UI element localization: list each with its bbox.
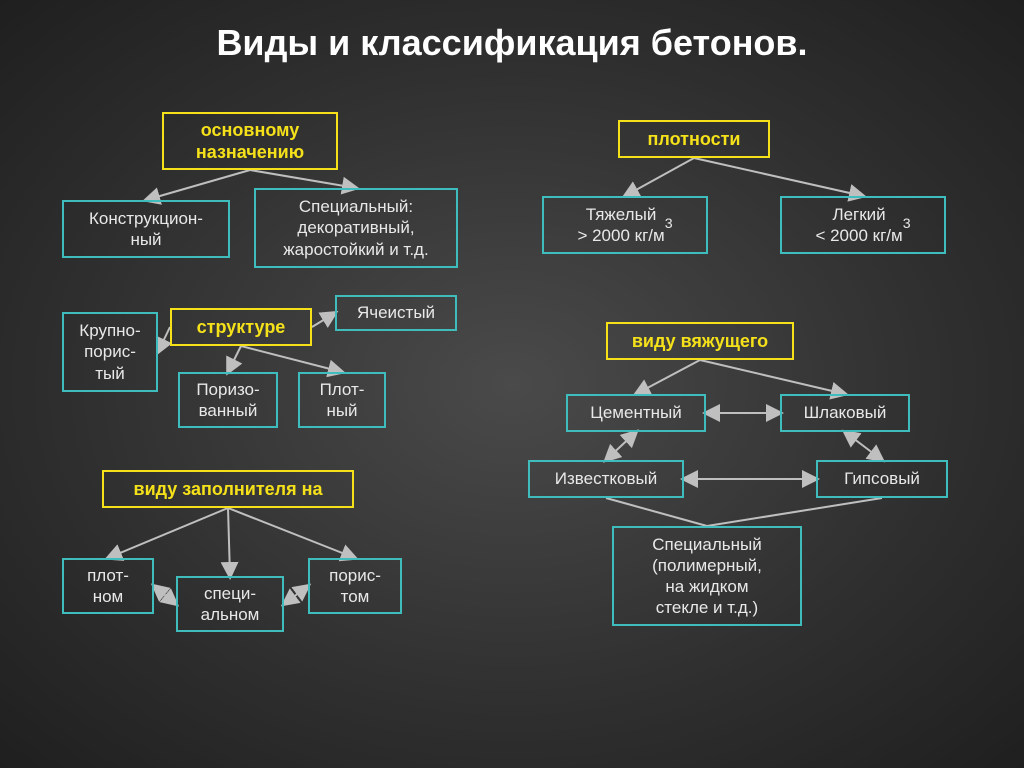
node-density_heavy: Тяжелый> 2000 кг/м3 [542,196,708,254]
edge [312,313,335,327]
node-binder_lime: Известковый [528,460,684,498]
edge [108,508,228,558]
node-cat_binder: виду вяжущего [606,322,794,360]
node-binder_slag: Шлаковый [780,394,910,432]
node-binder_spec: Специальный(полимерный,на жидкомстекле и… [612,526,802,626]
edge [250,170,356,188]
edge [845,432,882,460]
edge [606,432,636,460]
node-struct_dense: Плот-ный [298,372,386,428]
node-struct_coarse: Крупно-порис-тый [62,312,158,392]
node-cat_structure: структуре [170,308,312,346]
edge [284,586,308,604]
edge [707,498,882,526]
node-purpose_con: Конструкцион-ный [62,200,230,258]
edge [700,360,845,394]
node-cat_filler: виду заполнителя на [102,470,354,508]
edge [241,346,342,372]
edge [606,498,707,526]
node-binder_cement: Цементный [566,394,706,432]
node-purpose_spec: Специальный:декоративный,жаростойкий и т… [254,188,458,268]
edge [228,508,230,576]
node-binder_gypsum: Гипсовый [816,460,948,498]
edge [625,158,694,196]
edge [694,158,863,196]
node-struct_cell: Ячеистый [335,295,457,331]
node-density_light: Легкий< 2000 кг/м3 [780,196,946,254]
node-filler_spec: специ-альном [176,576,284,632]
edge [228,508,355,558]
edge [154,586,176,604]
node-struct_poriz: Поризо-ванный [178,372,278,428]
edge [146,170,250,200]
node-cat_purpose: основному назначению [162,112,338,170]
edge [158,327,170,352]
page-title: Виды и классификация бетонов. [0,0,1024,64]
edge [636,360,700,394]
node-cat_density: плотности [618,120,770,158]
node-filler_dense: плот-ном [62,558,154,614]
node-filler_porous: порис-том [308,558,402,614]
edge [228,346,241,372]
